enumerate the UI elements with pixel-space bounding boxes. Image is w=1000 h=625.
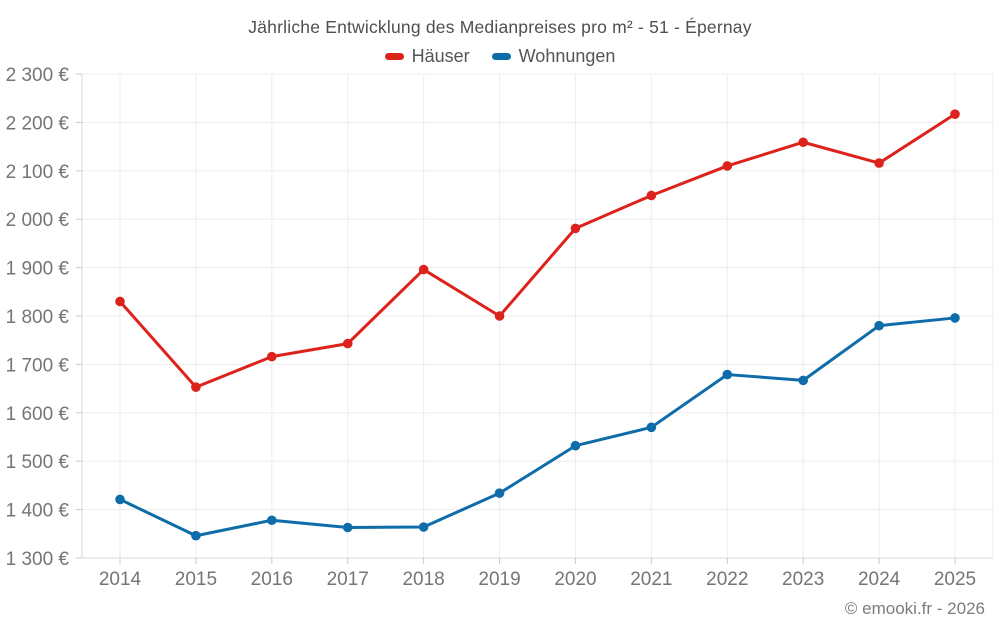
y-tick-label: 1 700 € — [6, 355, 70, 376]
haeuser-point-2014[interactable] — [115, 296, 125, 307]
wohnungen-point-2019[interactable] — [494, 488, 505, 498]
x-tick-label: 2019 — [478, 569, 520, 590]
haeuser-point-2025[interactable] — [950, 109, 960, 119]
y-tick-label: 1 900 € — [6, 259, 70, 280]
haeuser-legend-marker — [384, 53, 404, 60]
haeuser-point-2024[interactable] — [874, 158, 884, 168]
haeuser-point-2020[interactable] — [570, 223, 581, 234]
x-tick-label: 2022 — [706, 569, 748, 590]
chart-title: Jährliche Entwicklung des Medianpreises … — [248, 17, 752, 37]
legend-item-wohnungen[interactable]: Wohnungen — [491, 46, 616, 67]
haeuser-point-2016[interactable] — [267, 351, 277, 362]
haeuser-point-2019[interactable] — [494, 311, 505, 321]
haeuser-legend-label: Häuser — [411, 46, 470, 66]
wohnungen-point-2017[interactable] — [342, 522, 353, 533]
wohnungen-point-2021[interactable] — [646, 422, 657, 433]
x-tick-label: 2025 — [934, 569, 976, 590]
y-tick-label: 2 300 € — [6, 65, 70, 86]
haeuser-point-2021[interactable] — [646, 190, 657, 201]
x-tick-label: 2021 — [630, 569, 672, 590]
wohnungen-point-2020[interactable] — [570, 440, 581, 451]
wohnungen-point-2014[interactable] — [115, 494, 125, 505]
haeuser-point-2022[interactable] — [722, 161, 733, 171]
copyright: © emooki.fr - 2026 — [844, 599, 985, 618]
y-tick-label: 1 300 € — [6, 549, 70, 570]
x-tick-label: 2023 — [782, 569, 824, 590]
wohnungen-legend-label: Wohnungen — [518, 46, 616, 66]
y-tick-label: 2 100 € — [6, 162, 70, 183]
haeuser-point-2023[interactable] — [798, 137, 808, 148]
x-tick-label: 2015 — [175, 569, 217, 590]
wohnungen-point-2015[interactable] — [191, 530, 201, 541]
x-tick-label: 2024 — [858, 569, 901, 590]
haeuser-point-2015[interactable] — [191, 382, 201, 392]
y-tick-label: 2 000 € — [6, 210, 70, 231]
x-tick-label: 2014 — [99, 569, 142, 590]
wohnungen-point-2024[interactable] — [874, 320, 884, 331]
x-tick-label: 2017 — [327, 569, 369, 590]
y-tick-label: 1 800 € — [6, 307, 70, 328]
wohnungen-point-2022[interactable] — [722, 369, 733, 380]
haeuser-point-2018[interactable] — [418, 264, 429, 275]
legend: Häuser Wohnungen — [0, 46, 1000, 67]
y-tick-label: 1 600 € — [6, 404, 70, 425]
y-tick-label: 2 200 € — [6, 113, 70, 134]
y-tick-label: 1 400 € — [6, 501, 70, 522]
y-tick-label: 1 500 € — [6, 452, 70, 473]
wohnungen-line — [118, 316, 957, 538]
x-tick-label: 2018 — [402, 569, 444, 590]
x-tick-label: 2016 — [251, 569, 293, 590]
haeuser-point-2017[interactable] — [342, 338, 353, 349]
legend-item-haeuser[interactable]: Häuser — [384, 46, 470, 67]
wohnungen-point-2025[interactable] — [950, 313, 960, 323]
wohnungen-point-2018[interactable] — [418, 522, 429, 532]
haeuser-line — [118, 112, 957, 389]
wohnungen-point-2016[interactable] — [267, 515, 277, 526]
x-tick-label: 2020 — [554, 569, 596, 590]
wohnungen-point-2023[interactable] — [798, 375, 808, 386]
wohnungen-legend-marker — [491, 53, 511, 60]
